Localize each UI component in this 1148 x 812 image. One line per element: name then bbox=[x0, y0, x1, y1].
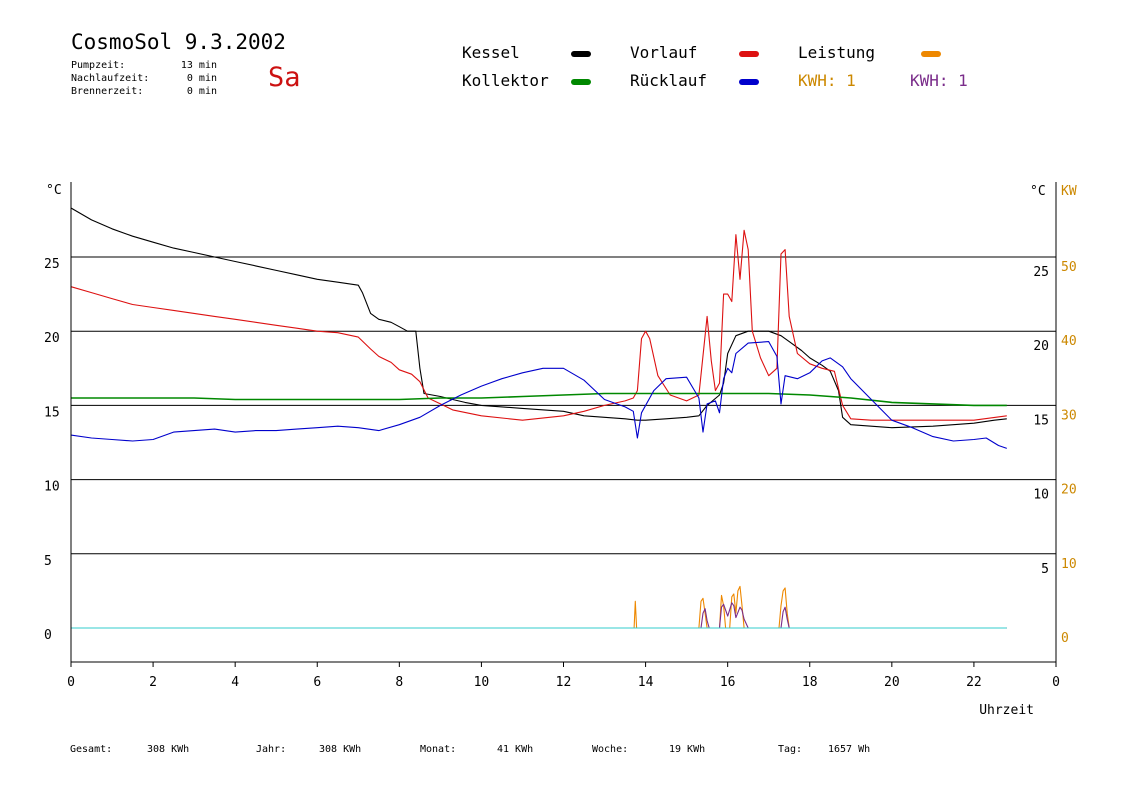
legend-kollektor-label: Kollektor bbox=[462, 71, 549, 90]
series-line-kollektor bbox=[71, 392, 1007, 407]
x-tick-label: 2 bbox=[149, 675, 157, 690]
legend-kessel-swatch bbox=[571, 51, 591, 57]
footer-woche-value: 19 KWh bbox=[669, 744, 706, 755]
legend-ruecklauf-swatch bbox=[739, 79, 759, 85]
x-tick-label: 20 bbox=[884, 675, 900, 690]
legend-kwh-total: KWH: 1 bbox=[910, 71, 968, 90]
legend-kwh-leistung: KWH: 1 bbox=[798, 71, 856, 90]
x-axis-label: Uhrzeit bbox=[979, 703, 1034, 718]
legend-kessel-label: Kessel bbox=[462, 43, 520, 62]
x-tick-label: 0 bbox=[67, 675, 75, 690]
stat-row-brennerzeit: Brennerzeit: 0 min bbox=[71, 86, 217, 97]
footer-jahr-label: Jahr: bbox=[256, 744, 287, 755]
y-unit-right-kw: KW bbox=[1061, 184, 1077, 199]
series-line-kwh bbox=[71, 602, 1007, 629]
x-tick-label: 22 bbox=[966, 675, 982, 690]
x-tick-label: 10 bbox=[474, 675, 490, 690]
legend-vorlauf-swatch bbox=[739, 51, 759, 57]
series-line-leistung bbox=[71, 585, 1007, 629]
y-tick-label-right-kw: 30 bbox=[1061, 408, 1077, 423]
stat-label: Brennerzeit: bbox=[71, 86, 144, 97]
y-tick-label-right-c: 20 bbox=[1033, 339, 1049, 354]
y-tick-label-right-c: 25 bbox=[1033, 265, 1049, 280]
y-tick-label-right-kw: 10 bbox=[1061, 557, 1077, 572]
y-tick-label-right-c: 10 bbox=[1033, 488, 1049, 503]
x-tick-label: 6 bbox=[313, 675, 321, 690]
footer-gesamt-label: Gesamt: bbox=[70, 744, 113, 755]
x-tick-label: 16 bbox=[720, 675, 736, 690]
legend-ruecklauf-label: Rücklauf bbox=[630, 71, 708, 90]
y-tick-label-right-c: 15 bbox=[1033, 413, 1049, 428]
x-tick-label: 0 bbox=[1052, 675, 1060, 690]
stat-value: 0 min bbox=[186, 73, 217, 84]
page-title: CosmoSol 9.3.2002 bbox=[71, 30, 286, 54]
stat-row-nachlaufzeit: Nachlaufzeit: 0 min bbox=[71, 73, 217, 84]
legend-kollektor-swatch bbox=[571, 79, 591, 85]
legend-vorlauf-label: Vorlauf bbox=[630, 43, 698, 62]
y-tick-label-left: 20 bbox=[44, 331, 60, 346]
y-tick-label-right-c: 5 bbox=[1041, 562, 1049, 577]
stat-value: 13 min bbox=[180, 60, 217, 71]
series-line-rcklauf bbox=[70, 341, 1007, 449]
stat-row-pumpzeit: Pumpzeit: 13 min bbox=[71, 60, 217, 71]
y-tick-label-left: 0 bbox=[44, 628, 52, 643]
y-tick-label-left: 15 bbox=[44, 405, 60, 420]
legend-leistung-swatch bbox=[921, 51, 941, 57]
y-tick-label-left: 5 bbox=[44, 554, 52, 569]
footer-monat-label: Monat: bbox=[420, 744, 457, 755]
y-tick-label-right-kw: 50 bbox=[1061, 260, 1077, 275]
series-line-vorlauf bbox=[70, 229, 1007, 421]
footer-jahr-value: 308 KWh bbox=[319, 744, 362, 755]
y-tick-label-right-kw: 0 bbox=[1061, 631, 1069, 646]
footer-monat-value: 41 KWh bbox=[497, 744, 534, 755]
x-tick-label: 18 bbox=[802, 675, 818, 690]
y-unit-left: °C bbox=[46, 183, 62, 198]
stat-value: 0 min bbox=[186, 86, 217, 97]
x-tick-label: 4 bbox=[231, 675, 239, 690]
y-tick-label-right-kw: 40 bbox=[1061, 334, 1077, 349]
y-unit-right-c: °C bbox=[1030, 184, 1046, 199]
series-line-kessel bbox=[70, 207, 1007, 429]
weekday-label: Sa bbox=[268, 62, 301, 93]
stat-label: Nachlaufzeit: bbox=[71, 73, 150, 84]
footer-gesamt-value: 308 KWh bbox=[147, 744, 190, 755]
x-tick-label: 12 bbox=[556, 675, 572, 690]
y-tick-label-right-kw: 20 bbox=[1061, 483, 1077, 498]
footer-tag-label: Tag: bbox=[778, 744, 803, 755]
footer-woche-label: Woche: bbox=[592, 744, 629, 755]
footer-tag-value: 1657 Wh bbox=[828, 744, 871, 755]
legend-leistung-label: Leistung bbox=[798, 43, 876, 62]
x-tick-label: 14 bbox=[638, 675, 654, 690]
y-tick-label-left: 10 bbox=[44, 480, 60, 495]
stat-label: Pumpzeit: bbox=[71, 60, 126, 71]
x-tick-label: 8 bbox=[395, 675, 403, 690]
y-tick-label-left: 25 bbox=[44, 257, 60, 272]
